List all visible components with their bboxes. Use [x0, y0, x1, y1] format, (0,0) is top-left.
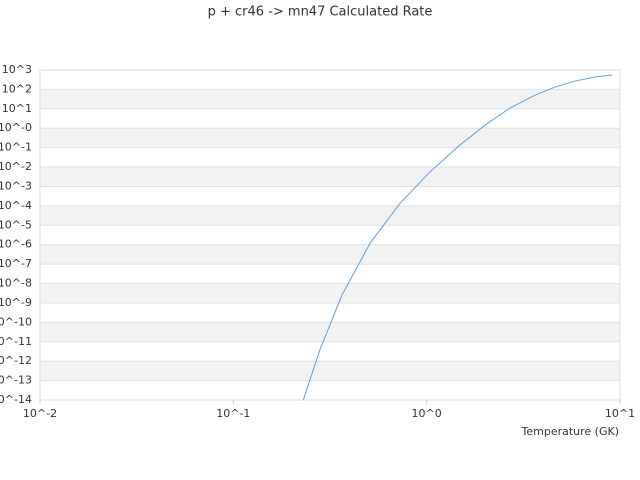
y-tick-label: 10^2 [2, 82, 32, 95]
x-tick-label: 10^1 [605, 407, 635, 420]
y-tick-label: 10^-3 [0, 179, 32, 192]
grid-band [40, 128, 620, 148]
grid-band [40, 283, 620, 303]
y-tick-label: 10^3 [2, 63, 32, 76]
grid-band [40, 322, 620, 342]
grid-band [40, 167, 620, 187]
y-tick-label: 10^-6 [0, 238, 32, 251]
y-tick-label: 10^-1 [0, 141, 32, 154]
y-tick-label: 10^-4 [0, 199, 32, 212]
y-tick-label: 10^-9 [0, 296, 32, 309]
x-axis-label: Temperature (GK) [521, 425, 620, 438]
grid-band [40, 361, 620, 381]
grid-band [40, 244, 620, 265]
data-line [302, 74, 613, 401]
y-tick-label: 10^-2 [0, 160, 32, 173]
y-tick-label: 10^-8 [0, 277, 32, 290]
chart-title: p + cr46 -> mn47 Calculated Rate [208, 5, 433, 20]
y-tick-label: 10^-0 [0, 121, 32, 134]
grid-band [40, 205, 620, 226]
y-tick-label: 10^-12 [0, 354, 32, 367]
y-tick-label: 10^-5 [0, 218, 32, 231]
x-tick-label: 10^-1 [216, 407, 250, 420]
plot-frame [39, 69, 621, 401]
x-tick-label: 10^-2 [23, 407, 57, 420]
y-tick-label: 10^1 [2, 102, 32, 115]
x-tick-label: 10^0 [412, 407, 442, 420]
y-tick-label: 10^-14 [0, 393, 32, 406]
grid-band [40, 89, 620, 109]
y-tick-label: 10^-11 [0, 335, 32, 348]
y-tick-label: 10^-10 [0, 315, 32, 328]
y-tick-label: 10^-7 [0, 257, 32, 270]
y-tick-label: 10^-13 [0, 374, 32, 387]
